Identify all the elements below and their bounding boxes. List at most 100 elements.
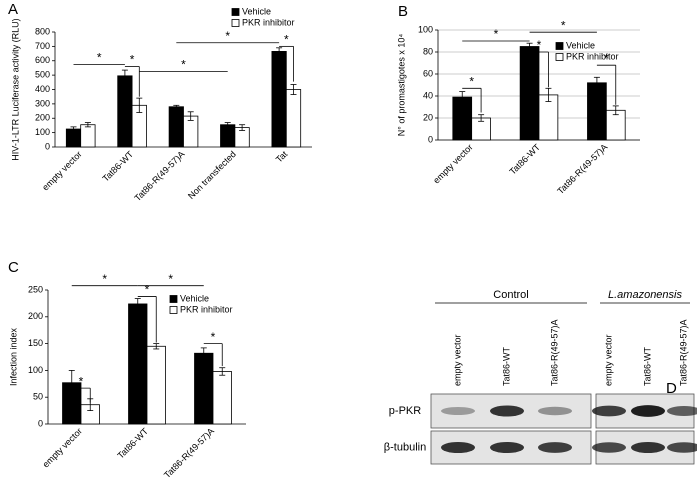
x-tick-label: Tat86-WT	[507, 142, 542, 177]
legend-swatch	[555, 42, 564, 50]
legend-label: Vehicle	[180, 293, 209, 303]
y-tick-label: 600	[35, 55, 50, 65]
y-tick-label: 50	[33, 392, 43, 402]
bar	[519, 46, 540, 141]
band	[441, 406, 475, 416]
y-tick-label: 0	[45, 141, 50, 151]
significance: *	[145, 283, 150, 297]
bar	[65, 128, 82, 148]
lane-label: Tat86-WT	[501, 346, 511, 386]
legend-label: Vehicle	[242, 6, 271, 16]
y-tick-label: 300	[35, 98, 50, 108]
band	[631, 441, 665, 454]
x-tick-label: Tat	[274, 149, 290, 165]
band	[490, 405, 524, 417]
lane-label: empty vector	[452, 334, 462, 386]
bar	[146, 345, 166, 425]
legend-swatch	[169, 295, 178, 303]
y-tick-label: 0	[38, 418, 43, 428]
x-tick-label: Tat86-R(49-57)A	[555, 142, 609, 196]
error-bar	[134, 298, 141, 310]
y-tick-label: 250	[28, 284, 43, 294]
row-label: p-PKR	[389, 405, 421, 417]
y-tick-label: 700	[35, 41, 50, 51]
y-tick-label: 150	[28, 338, 43, 348]
y-tick-label: 20	[423, 112, 433, 122]
legend-label: PKR inhibitor	[566, 51, 619, 61]
significance: *	[537, 38, 542, 52]
legend-swatch	[169, 306, 178, 314]
row-label: β-tubulin	[384, 441, 426, 453]
error-bar	[187, 111, 194, 121]
bar	[80, 124, 96, 148]
significance: *	[79, 374, 84, 388]
error-bar	[478, 114, 485, 122]
error-bar	[153, 343, 160, 350]
panel-label: A	[8, 1, 18, 18]
group-label: L.amazonensis	[608, 289, 682, 301]
y-tick-label: 500	[35, 70, 50, 80]
y-tick-label: 80	[423, 46, 433, 56]
significance: *	[494, 27, 499, 41]
y-tick-label: 200	[35, 113, 50, 123]
band	[667, 406, 697, 416]
legend-swatch	[231, 19, 240, 27]
significance: *	[225, 29, 230, 43]
lane-label: Tat86-WT	[642, 346, 652, 386]
error-bar	[545, 87, 552, 102]
y-tick-label: 200	[28, 311, 43, 321]
bar	[194, 352, 214, 425]
bar	[128, 303, 148, 425]
bar	[117, 75, 133, 148]
legend-swatch	[555, 53, 564, 61]
y-axis-label: Infection index	[8, 327, 18, 386]
error-bar	[219, 367, 226, 376]
error-bar	[68, 369, 75, 396]
error-bar	[136, 97, 143, 113]
x-tick-label: empty vector	[41, 426, 85, 470]
x-tick-label: Tat86-WT	[101, 149, 136, 184]
error-bar	[526, 42, 533, 51]
error-bar	[200, 347, 207, 360]
y-tick-label: 800	[35, 26, 50, 36]
y-tick-label: 40	[423, 90, 433, 100]
significance: *	[181, 58, 186, 72]
x-tick-label: Non transfected	[186, 149, 238, 201]
bar	[271, 51, 287, 148]
bar	[285, 89, 302, 148]
significance: *	[284, 33, 289, 47]
significance: *	[168, 272, 173, 286]
lane-label: Tat86-R(49-57)A	[549, 319, 559, 386]
significance: *	[469, 74, 474, 88]
x-tick-label: empty vector	[431, 142, 475, 186]
bar	[587, 82, 607, 141]
legend-label: Vehicle	[566, 40, 595, 50]
error-bar	[121, 69, 128, 82]
x-tick-label: Tat86-R(49-57)A	[132, 149, 186, 203]
legend-label: PKR inhibitor	[180, 304, 233, 314]
lane-label: Tat86-R(49-57)A	[678, 319, 688, 386]
error-bar	[173, 104, 180, 109]
error-bar	[276, 47, 283, 56]
legend-swatch	[231, 8, 240, 16]
band	[592, 442, 626, 453]
significance: *	[211, 330, 216, 344]
error-bar	[224, 122, 231, 128]
y-tick-label: 100	[418, 24, 433, 34]
error-bar	[239, 124, 246, 131]
band	[631, 405, 665, 417]
band	[538, 406, 572, 416]
significance: *	[130, 53, 135, 67]
error-bar	[459, 91, 466, 103]
error-bar	[593, 76, 600, 89]
bar	[220, 124, 236, 148]
band	[667, 442, 697, 453]
significance: *	[102, 272, 107, 286]
band	[490, 441, 524, 454]
bar	[212, 371, 232, 425]
x-tick-label: Tat86-WT	[115, 426, 150, 461]
significance: *	[604, 51, 609, 65]
bar	[168, 106, 184, 148]
band	[538, 442, 572, 453]
panel-label: B	[398, 3, 408, 20]
